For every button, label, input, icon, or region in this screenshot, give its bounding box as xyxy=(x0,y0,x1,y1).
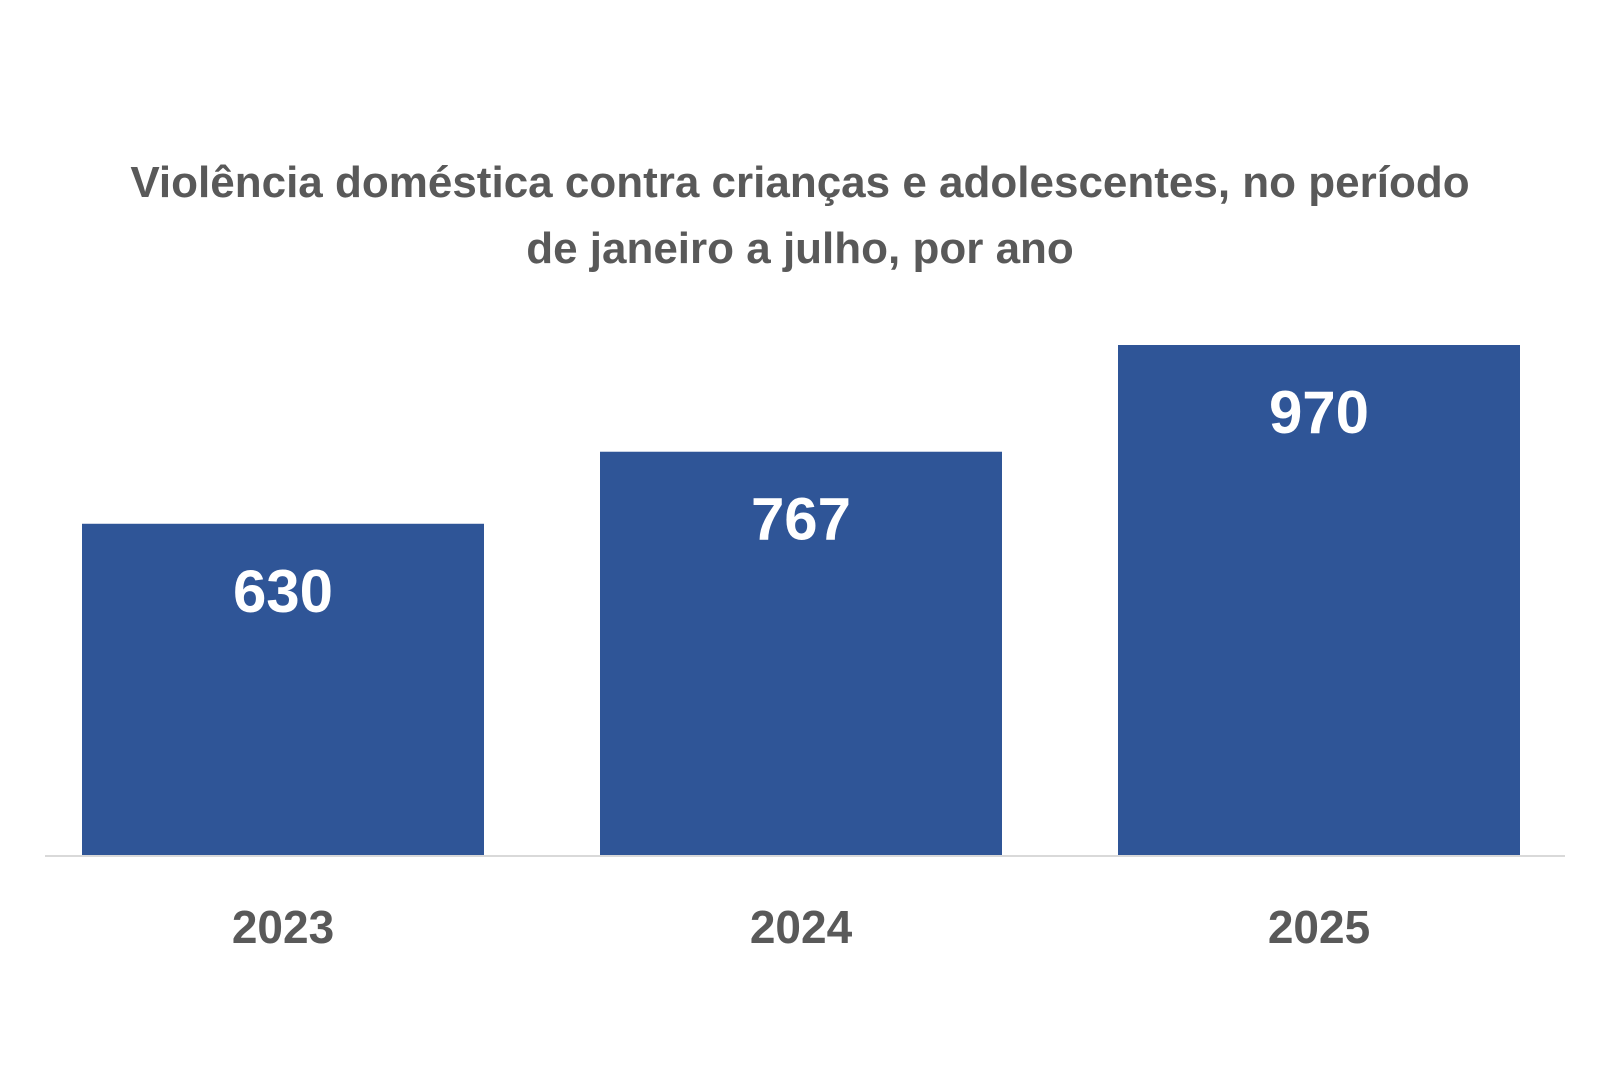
x-tick-label-2023: 2023 xyxy=(232,901,334,953)
x-tick-label-2024: 2024 xyxy=(750,901,853,953)
bar-2023 xyxy=(82,523,484,855)
bar-2024 xyxy=(600,451,1002,855)
labels-layer: 630 2023 767 2024 970 2025 xyxy=(232,379,1370,953)
data-label-2025: 970 xyxy=(1269,379,1369,446)
x-tick-label-2025: 2025 xyxy=(1268,901,1370,953)
bar-2025 xyxy=(1118,345,1520,855)
data-label-2024: 767 xyxy=(751,486,851,553)
chart-title: Violência doméstica contra crianças e ad… xyxy=(130,158,1470,273)
bars-layer xyxy=(82,345,1520,855)
data-label-2023: 630 xyxy=(233,558,333,625)
